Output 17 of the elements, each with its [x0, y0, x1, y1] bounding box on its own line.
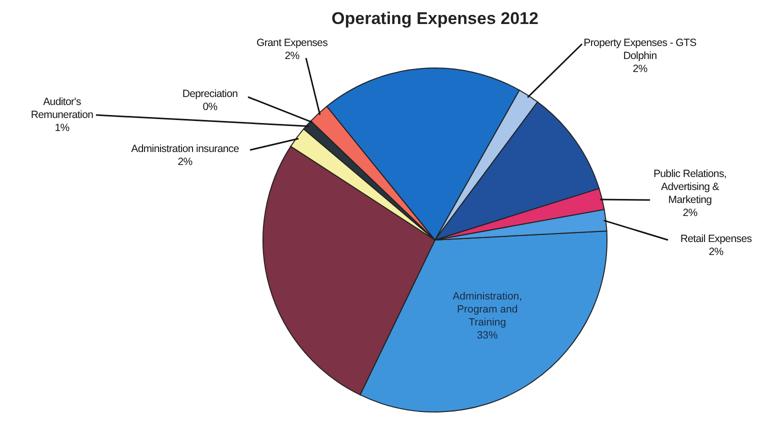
data-label: 2% [284, 50, 300, 62]
category-label: Depreciation [182, 88, 238, 100]
slice-label: Retail Expenses [680, 233, 752, 245]
chart-title: Operating Expenses 2012 [332, 9, 538, 28]
data-label: 1% [54, 122, 70, 134]
data-label: 2% [708, 246, 724, 258]
slice-label: Administration insurance [131, 143, 240, 155]
slice-label: Grant Expenses [256, 37, 328, 49]
data-label: 2% [682, 207, 698, 219]
slice-label: Public Relations, Advertising & Marketing [653, 168, 727, 206]
data-label: 33% [476, 329, 498, 342]
data-label: 2% [632, 63, 648, 75]
text: 0% [202, 101, 218, 113]
slice-label: Auditor's Remuneration [30, 96, 94, 121]
slice-label: Property Expenses - GTS Dolphin [584, 37, 697, 62]
slice-label: Administration, Program and Training [452, 290, 522, 328]
data-label: 2% [178, 156, 192, 168]
